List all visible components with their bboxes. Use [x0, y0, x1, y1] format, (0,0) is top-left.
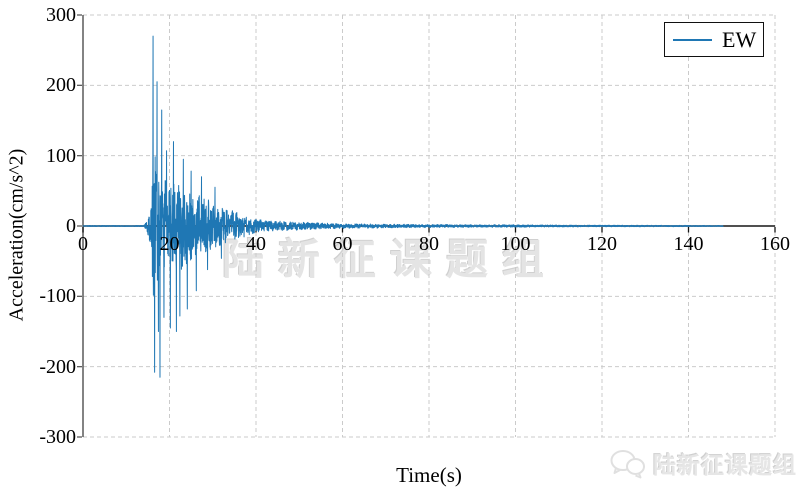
x-tick-label-120: 120: [587, 233, 617, 255]
y-tick-label-300: 300: [46, 4, 76, 26]
x-tick-label-0: 0: [78, 233, 88, 255]
x-tick-label-20: 20: [159, 233, 180, 255]
y-tick-label-200: 200: [46, 74, 76, 97]
legend-label: EW: [722, 26, 757, 52]
y-tick-label-0: 0: [66, 215, 76, 237]
x-tick-label-40: 40: [246, 233, 266, 255]
y-axis-title: Acceleration(cm/s^2): [5, 148, 28, 322]
legend-line-sample: [673, 38, 712, 41]
y-tick-label-100: 100: [46, 144, 76, 167]
footer-watermark: 陆新征课题组: [609, 446, 797, 480]
footer-watermark-text: 陆新征课题组: [653, 453, 797, 478]
ew-waveform: [82, 35, 724, 378]
x-tick-label-140: 140: [673, 233, 704, 255]
x-tick-label-80: 80: [419, 233, 439, 255]
y-tick-label--200: -200: [39, 355, 76, 378]
chat-bubbles-logo-icon: [610, 449, 645, 478]
x-tick-label-100: 100: [500, 233, 531, 255]
x-tick-label-160: 160: [760, 233, 790, 255]
x-tick-label-60: 60: [332, 233, 353, 255]
center-watermark: 陆新征课题组: [222, 238, 559, 284]
legend: EW: [664, 22, 764, 57]
y-tick-label--300: -300: [39, 426, 76, 448]
x-axis-title: Time(s): [396, 463, 462, 487]
y-tick-label--100: -100: [39, 285, 76, 308]
